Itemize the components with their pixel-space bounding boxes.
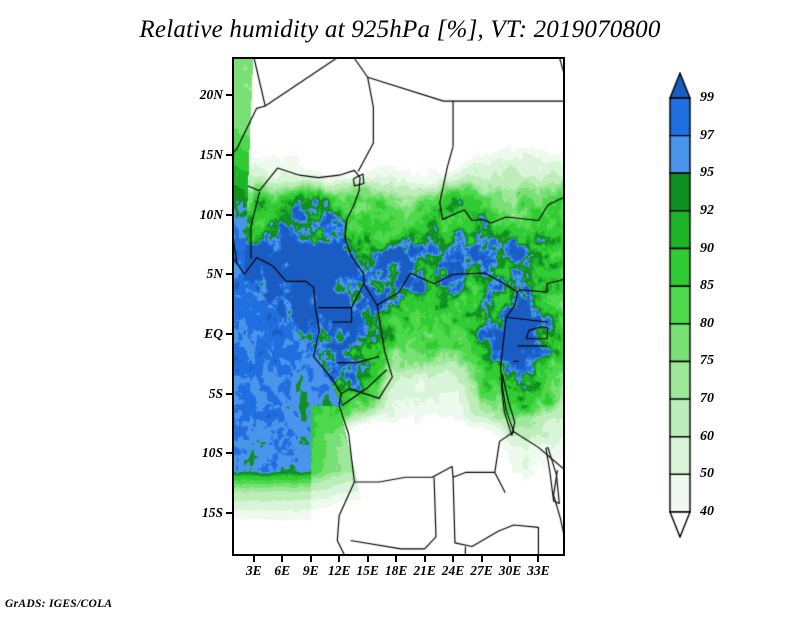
colorbar-tick-label: 75 bbox=[700, 353, 714, 369]
latitude-tick bbox=[226, 213, 232, 216]
longitude-tick bbox=[480, 556, 483, 562]
longitude-tick-label: 24E bbox=[441, 563, 465, 578]
longitude-tick bbox=[366, 556, 369, 562]
colorbar-swatches bbox=[660, 72, 700, 538]
latitude-tick-label: 20N bbox=[199, 87, 223, 103]
longitude-tick-label: 15E bbox=[356, 563, 379, 578]
longitude-tick-label: 9E bbox=[302, 563, 319, 578]
colorbar-tick-label: 97 bbox=[700, 127, 714, 143]
latitude-tick bbox=[226, 94, 232, 97]
longitude-tick bbox=[309, 556, 312, 562]
longitude-tick bbox=[508, 556, 511, 562]
longitude-tick-label: 27E bbox=[470, 563, 493, 578]
longitude-tick bbox=[423, 556, 426, 562]
colorbar-tick-label: 70 bbox=[700, 391, 714, 407]
longitude-tick bbox=[338, 556, 341, 562]
colorbar-tick-label: 40 bbox=[700, 504, 714, 519]
longitude-tick bbox=[395, 556, 398, 562]
longitude-tick bbox=[252, 556, 255, 562]
longitude-tick bbox=[281, 556, 284, 562]
longitude-tick-label: 12E bbox=[327, 563, 351, 578]
latitude-tick-label: 15N bbox=[199, 146, 223, 162]
colorbar-tick-label: 99 bbox=[700, 90, 714, 105]
latitude-tick-label: 10N bbox=[199, 206, 223, 222]
latitude-tick-label: EQ bbox=[204, 325, 223, 341]
colorbar-tick-label: 90 bbox=[700, 240, 714, 256]
colorbar-tick-label: 85 bbox=[700, 278, 714, 294]
longitude-tick bbox=[537, 556, 540, 562]
longitude-tick-label: 6E bbox=[274, 563, 291, 578]
latitude-tick-label: 10S bbox=[201, 445, 223, 461]
longitude-tick-label: 30E bbox=[498, 563, 522, 578]
colorbar-tick-label: 80 bbox=[700, 315, 714, 331]
colorbar: 99 97 95 92 90 85 80 75 70 60 50 40 bbox=[660, 72, 714, 538]
latitude-tick-label: 15S bbox=[201, 505, 223, 521]
map-panel: 20N 15N 10N 5N EQ 5S 10S 15S 3E 6E 9E 12E 15E 18E 21E… bbox=[200, 57, 565, 578]
latitude-tick-label: 5N bbox=[206, 266, 224, 282]
latitude-tick bbox=[226, 332, 232, 335]
colorbar-tick-label: 95 bbox=[700, 165, 714, 181]
longitude-tick-label: 33E bbox=[527, 563, 550, 578]
latitude-tick bbox=[226, 452, 232, 455]
longitude-tick bbox=[452, 556, 455, 562]
colorbar-tick-label: 50 bbox=[700, 466, 714, 482]
latitude-tick-label: 5S bbox=[208, 385, 223, 401]
longitude-tick-label: 21E bbox=[413, 563, 436, 578]
latitude-tick bbox=[226, 153, 232, 156]
chart-title: Relative humidity at 925hPa [%], VT: 201… bbox=[139, 16, 661, 43]
latitude-tick bbox=[226, 512, 232, 515]
longitude-tick-label: 18E bbox=[384, 563, 408, 578]
colorbar-tick-label: 92 bbox=[700, 202, 714, 218]
humidity-field-map bbox=[232, 57, 565, 556]
longitude-tick-label: 3E bbox=[245, 563, 262, 578]
colorbar-tick-label: 60 bbox=[700, 428, 714, 444]
grads-credit: GrADS: IGES/COLA bbox=[5, 598, 113, 610]
latitude-tick bbox=[226, 392, 232, 395]
latitude-tick bbox=[226, 273, 232, 276]
